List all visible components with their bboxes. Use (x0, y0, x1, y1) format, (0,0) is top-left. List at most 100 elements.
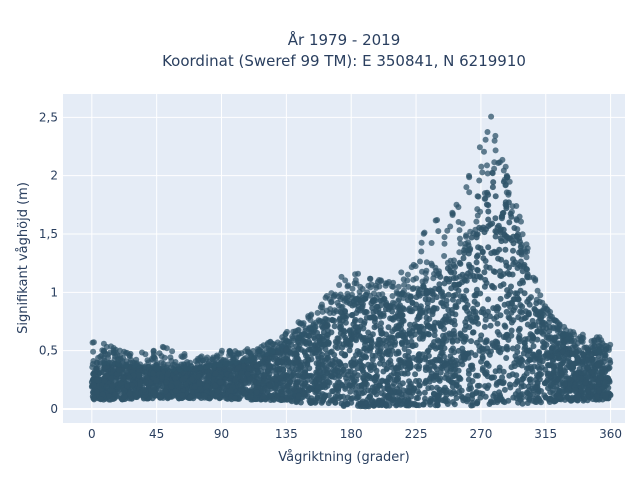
data-point (529, 368, 536, 375)
data-point (145, 359, 152, 366)
data-point (423, 259, 430, 266)
data-point (527, 376, 534, 383)
data-point (484, 162, 490, 169)
data-point (216, 374, 223, 381)
data-point (389, 283, 395, 290)
data-point (238, 370, 245, 377)
data-point (519, 400, 526, 407)
data-point (492, 233, 499, 240)
data-point (343, 337, 350, 343)
data-point (359, 367, 366, 374)
data-point (344, 401, 351, 408)
data-point (412, 371, 419, 378)
data-point (518, 356, 525, 363)
data-point (395, 283, 402, 290)
data-point (342, 319, 349, 326)
data-point (336, 379, 343, 386)
data-point (212, 370, 219, 377)
data-point (327, 370, 334, 376)
data-point (298, 332, 305, 339)
data-point (124, 349, 131, 356)
data-point (374, 372, 380, 379)
data-point (441, 253, 448, 259)
data-point (188, 376, 195, 383)
data-point (279, 390, 286, 397)
data-point (373, 322, 380, 329)
data-point (423, 267, 430, 274)
data-point (465, 376, 472, 383)
data-point (312, 323, 319, 330)
data-point (265, 345, 272, 352)
data-point (513, 395, 520, 402)
data-point (492, 193, 499, 200)
data-point (554, 340, 561, 347)
data-point (460, 338, 467, 345)
data-point (546, 328, 553, 335)
data-point (270, 375, 277, 382)
data-point (387, 315, 394, 322)
data-point (459, 361, 466, 368)
data-point (485, 308, 491, 315)
data-point (305, 357, 312, 364)
data-point (483, 201, 490, 208)
data-point (434, 272, 441, 279)
data-point (429, 308, 436, 315)
data-point (218, 350, 225, 357)
data-point (309, 350, 316, 357)
data-point (531, 356, 538, 363)
data-point (432, 345, 439, 352)
data-point (476, 177, 483, 184)
data-point (330, 293, 337, 300)
data-point (108, 375, 115, 382)
data-point (260, 393, 267, 400)
data-point (315, 383, 322, 390)
data-point (569, 349, 576, 356)
data-point (490, 268, 497, 275)
data-point (418, 248, 425, 255)
data-point (306, 340, 313, 347)
data-point (499, 156, 506, 163)
data-point (545, 372, 552, 379)
data-point (457, 240, 464, 247)
data-point (471, 298, 478, 305)
data-point (386, 387, 393, 394)
data-point (540, 312, 547, 319)
data-point (476, 343, 483, 350)
data-point (445, 306, 452, 313)
data-point (429, 290, 436, 297)
data-point (435, 356, 442, 363)
data-point (457, 330, 464, 337)
data-point (435, 228, 442, 235)
data-point (541, 340, 548, 347)
data-point (284, 376, 291, 383)
data-point (417, 303, 424, 310)
data-point (489, 184, 496, 191)
data-point (519, 376, 526, 383)
data-point (287, 392, 293, 399)
data-point (497, 282, 504, 289)
data-point (307, 312, 314, 319)
data-point (387, 357, 394, 364)
data-point (538, 388, 544, 394)
data-point (150, 389, 157, 396)
data-point (497, 268, 503, 275)
data-point (508, 213, 515, 220)
data-point (519, 303, 526, 310)
data-point (503, 189, 510, 196)
data-point (97, 359, 104, 366)
data-point (477, 336, 484, 343)
data-point (509, 345, 516, 352)
data-point (161, 354, 168, 361)
data-point (493, 313, 500, 320)
data-point (510, 296, 517, 303)
data-point (222, 358, 229, 365)
data-point (168, 383, 175, 390)
data-point (275, 345, 282, 351)
data-point (556, 326, 563, 333)
data-point (110, 396, 117, 402)
data-point (521, 246, 528, 253)
data-point (318, 362, 325, 369)
y-axis-label: Signifikant våghöjd (m) (16, 182, 31, 334)
data-point (449, 373, 456, 379)
data-point (463, 322, 469, 329)
